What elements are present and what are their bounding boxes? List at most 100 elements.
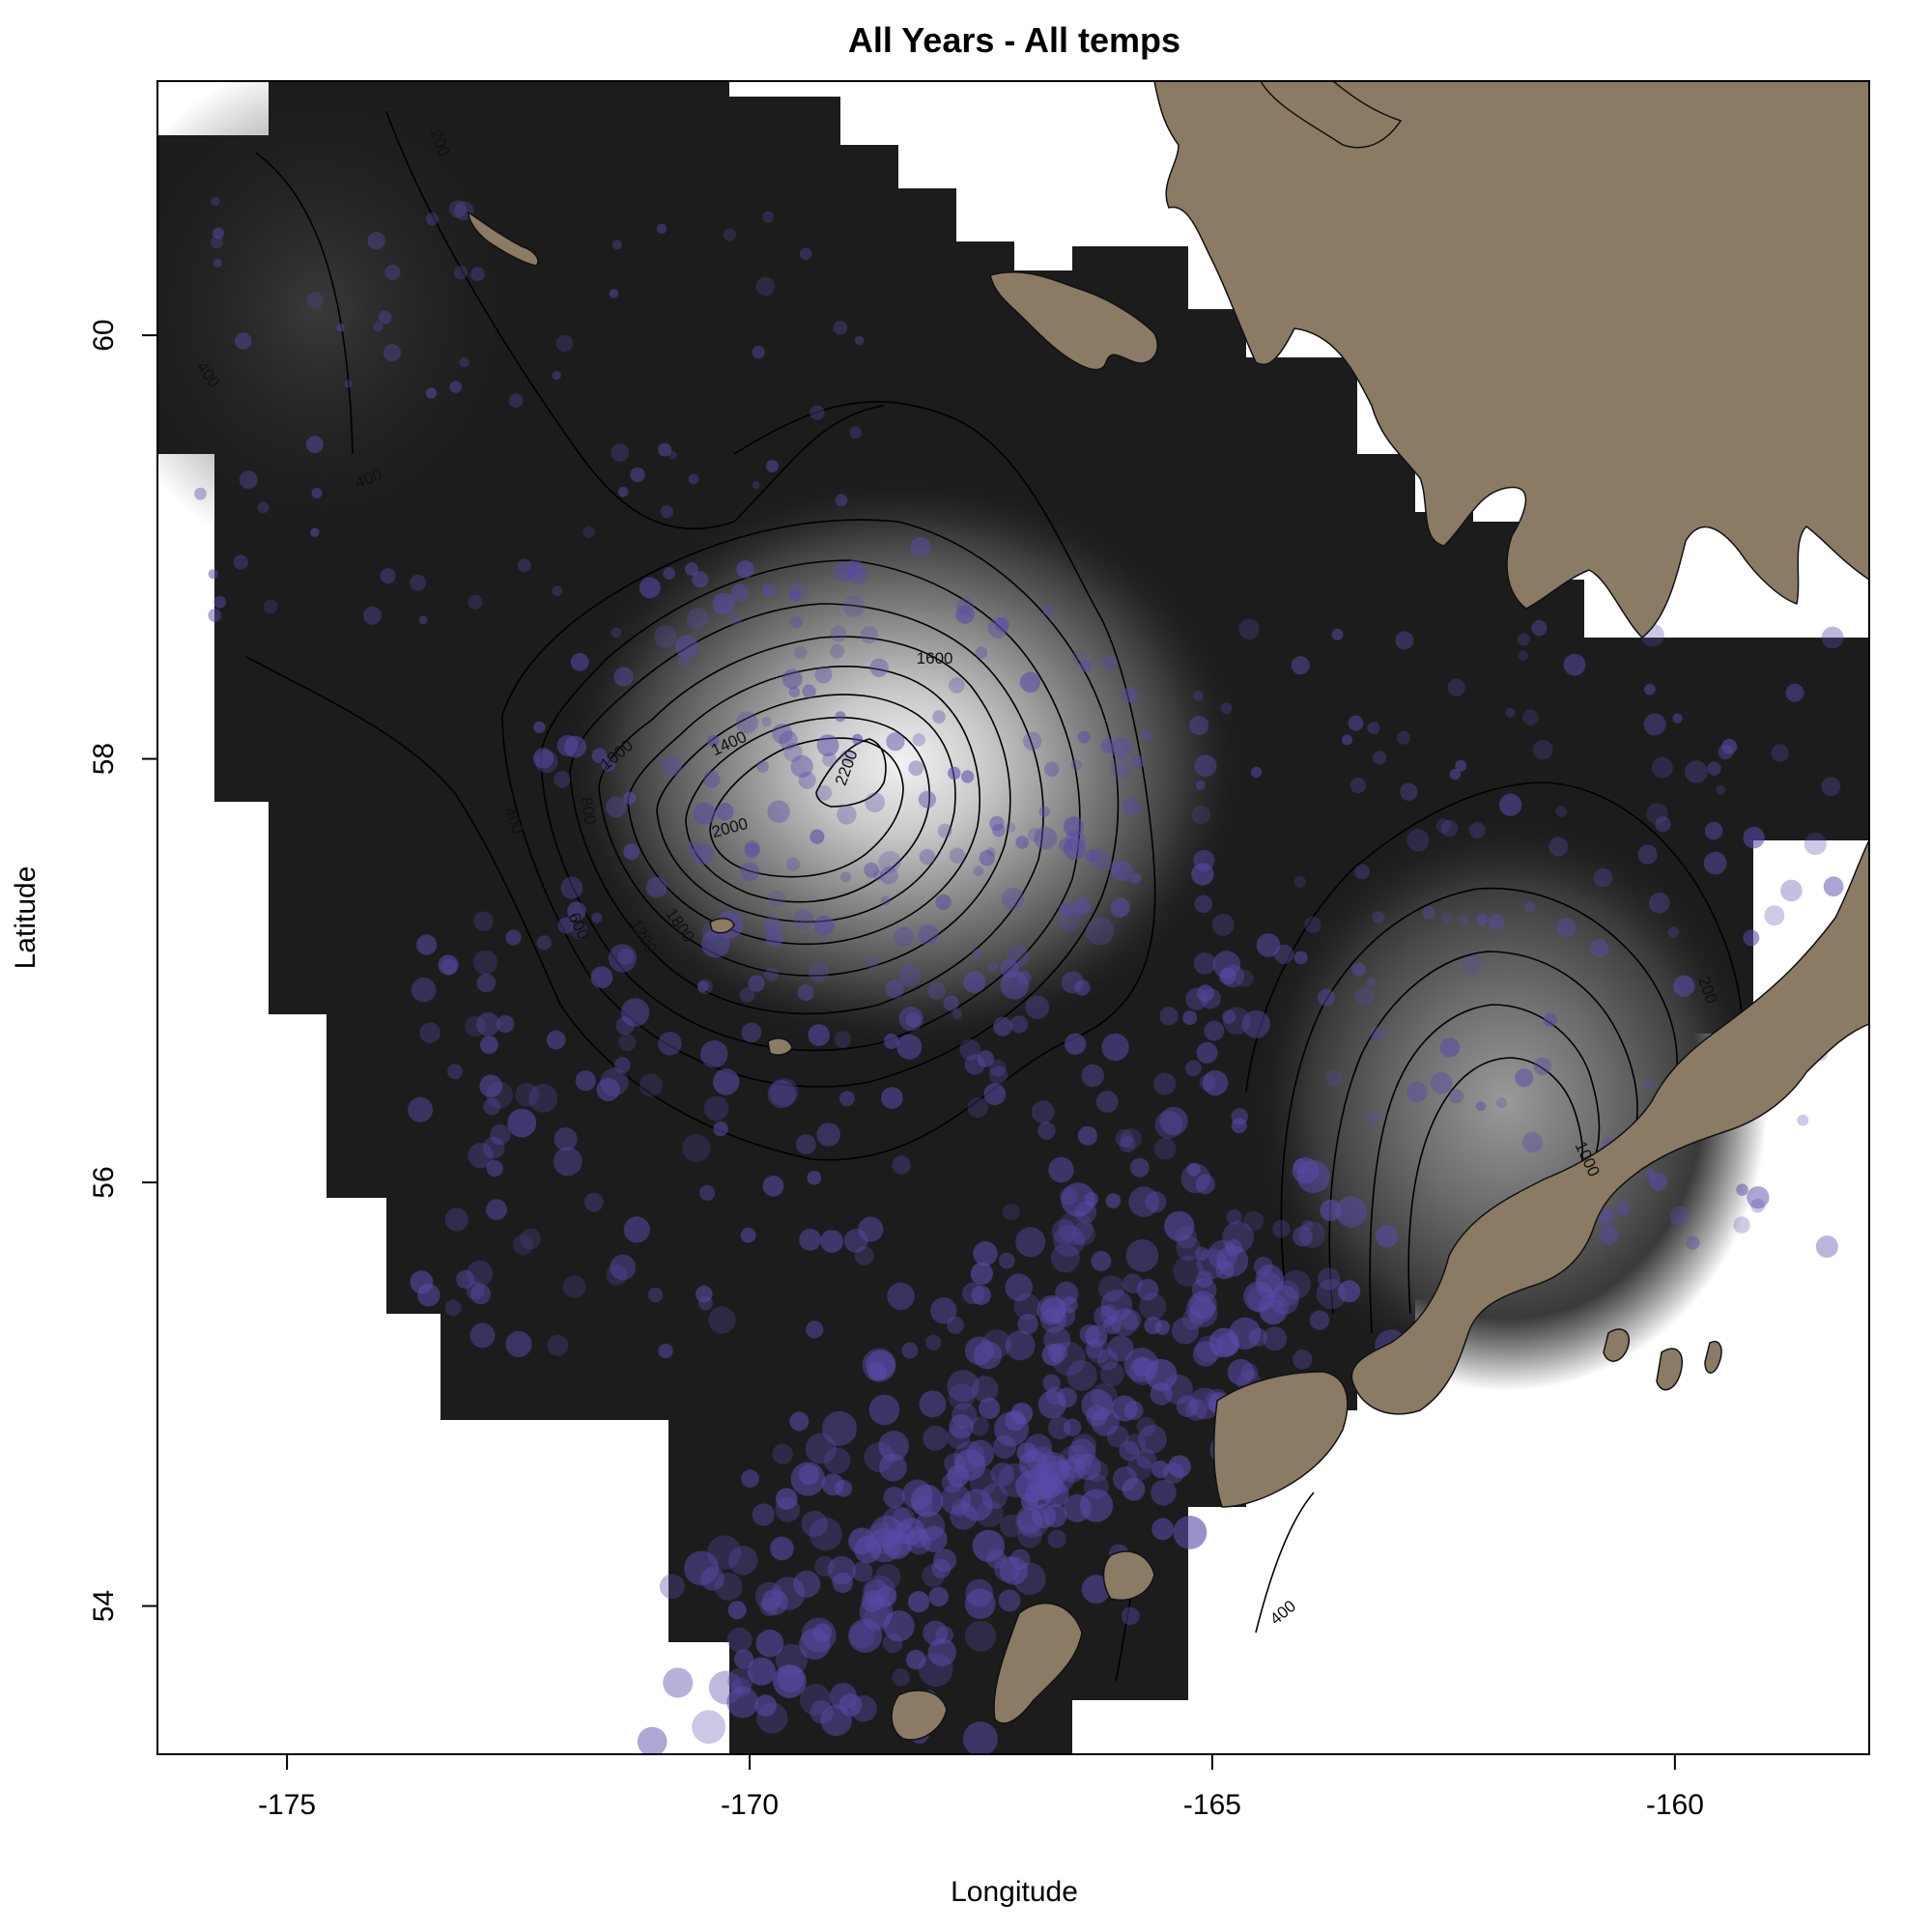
observation-point xyxy=(1005,1273,1033,1301)
observation-point xyxy=(497,1014,515,1034)
observation-point xyxy=(708,1670,743,1705)
observation-point xyxy=(1188,1298,1218,1328)
observation-point xyxy=(596,1078,620,1101)
observation-point xyxy=(906,1649,926,1670)
observation-point xyxy=(1106,1425,1129,1448)
observation-point xyxy=(962,1282,984,1305)
observation-point xyxy=(723,228,736,242)
observation-point xyxy=(1159,1007,1179,1026)
observation-point xyxy=(546,1030,566,1050)
observation-point xyxy=(1051,1219,1077,1244)
observation-point xyxy=(922,1564,945,1587)
observation-point xyxy=(949,1413,974,1439)
observation-point xyxy=(993,1016,1012,1037)
contour-600-east xyxy=(1328,951,1638,1315)
observation-point xyxy=(1071,649,1088,666)
observation-point xyxy=(447,1064,463,1080)
contour-2000 xyxy=(709,737,904,878)
observation-point xyxy=(658,1343,673,1359)
observation-point xyxy=(788,582,809,601)
observation-point xyxy=(1043,761,1060,777)
observation-point xyxy=(1119,1136,1136,1153)
observation-point xyxy=(816,734,839,756)
observation-point xyxy=(947,1370,980,1403)
observation-point xyxy=(971,1285,991,1306)
observation-point xyxy=(1189,1387,1221,1420)
observation-point xyxy=(864,862,880,878)
observation-point xyxy=(1669,1206,1690,1227)
observation-point xyxy=(1061,1182,1095,1217)
observation-point xyxy=(1296,1159,1330,1194)
contour-2200 xyxy=(815,738,887,808)
observation-point xyxy=(658,442,672,457)
observation-point xyxy=(1226,1208,1242,1225)
observation-point xyxy=(620,998,650,1027)
observation-point xyxy=(661,755,683,777)
observation-point xyxy=(1227,1358,1255,1386)
observation-point xyxy=(1231,1118,1247,1134)
observation-point xyxy=(741,1022,762,1043)
observation-point xyxy=(1003,1203,1020,1221)
observation-point xyxy=(1556,918,1577,938)
observation-point xyxy=(1110,897,1130,918)
observation-point xyxy=(380,568,396,584)
observation-point xyxy=(1085,1324,1108,1348)
y-tick-label: 60 xyxy=(88,319,120,351)
observation-point xyxy=(1041,1344,1065,1366)
land-masses xyxy=(468,81,1869,1741)
observation-point xyxy=(1250,766,1263,779)
observation-point xyxy=(1042,605,1053,616)
observation-point xyxy=(438,954,459,976)
observation-point xyxy=(881,1087,903,1109)
observation-point xyxy=(854,335,865,346)
observation-point xyxy=(472,950,497,975)
observation-point xyxy=(740,1227,756,1243)
observation-point xyxy=(660,504,674,519)
observation-point xyxy=(810,405,825,420)
observation-point xyxy=(1771,744,1790,762)
observation-point xyxy=(688,473,699,485)
y-tick-label: 56 xyxy=(88,1166,120,1198)
observation-point xyxy=(883,1034,899,1049)
observation-point xyxy=(1533,1057,1551,1076)
observation-point xyxy=(1184,1060,1202,1077)
observation-point xyxy=(1804,832,1827,856)
observation-point xyxy=(833,561,853,582)
observation-point xyxy=(970,1262,993,1286)
observation-point xyxy=(739,987,755,1003)
observation-point xyxy=(761,716,772,727)
observation-point xyxy=(417,1283,440,1307)
observation-point xyxy=(1400,782,1418,801)
observation-point xyxy=(554,771,571,788)
observation-point xyxy=(992,824,1006,838)
observation-point xyxy=(1027,1463,1060,1496)
raster-cell xyxy=(1130,1584,1188,1700)
observation-point xyxy=(1128,1186,1159,1217)
observation-point xyxy=(947,1464,970,1488)
observation-point xyxy=(1750,1198,1765,1213)
contour-1800 xyxy=(685,716,930,903)
observation-point xyxy=(935,894,952,910)
observation-point xyxy=(730,583,750,602)
raster-cell xyxy=(440,454,502,1420)
observation-point xyxy=(1121,1606,1140,1626)
observation-point xyxy=(848,1527,875,1555)
observation-point xyxy=(1025,995,1050,1019)
observation-point xyxy=(1034,826,1058,850)
observation-point xyxy=(1150,1382,1173,1406)
observation-point xyxy=(983,1083,1007,1106)
observation-point xyxy=(1112,1466,1138,1492)
observation-point xyxy=(1042,1374,1061,1392)
observation-point xyxy=(772,1443,793,1464)
observation-point xyxy=(1037,1390,1066,1419)
observation-point xyxy=(1110,1308,1139,1337)
observation-point xyxy=(1058,909,1082,932)
observation-point xyxy=(639,577,661,599)
observation-point xyxy=(1079,1489,1114,1522)
observation-point xyxy=(1171,1317,1199,1345)
observation-point xyxy=(1721,738,1738,754)
observation-point xyxy=(1001,887,1025,911)
observation-point xyxy=(799,247,812,260)
observation-point xyxy=(1505,707,1516,719)
observation-point xyxy=(1614,1199,1631,1215)
